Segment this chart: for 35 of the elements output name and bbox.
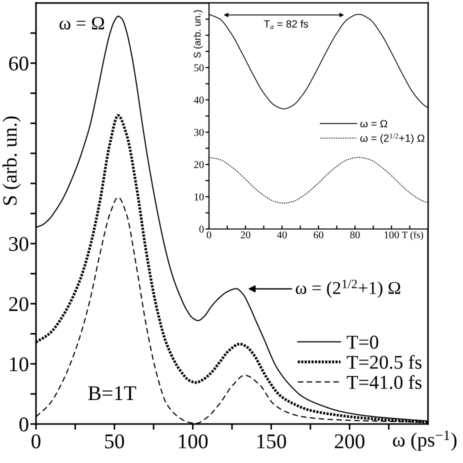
x-tick-label: 60 — [314, 231, 324, 238]
annotation: T$_{a}$ = 82 fs — [264, 20, 308, 30]
y-tick-label: 0 — [199, 226, 204, 233]
annotation: ω = Ω — [59, 16, 104, 30]
annotation: ω = (2$^{1/2}$+1) Ω — [296, 280, 400, 298]
legend-label: T=41.0 fs — [346, 375, 422, 390]
x-tick-label: 0 — [32, 434, 40, 448]
y-tick-label: 10 — [10, 357, 28, 372]
y-axis-title: S (arb. un.) — [194, 10, 203, 58]
x-tick-label: 100 — [384, 231, 399, 238]
y-tick-label: 60 — [9, 56, 28, 71]
y-tick-label: 30 — [194, 128, 204, 136]
y-tick-label: 0 — [19, 417, 28, 432]
x-tick-label: 200 — [334, 434, 364, 448]
x-tick-label: 100 — [179, 434, 208, 448]
x-tick-label: 20 — [240, 231, 250, 238]
x-tick-label: 50 — [105, 434, 124, 448]
annotation: B=1T — [88, 386, 136, 400]
y-tick-label: 50 — [194, 64, 204, 72]
x-tick-label: 0 — [206, 231, 212, 238]
y-tick-label: 20 — [9, 297, 28, 312]
x-tick-label: 40 — [276, 231, 287, 238]
y-tick-label: 40 — [194, 96, 204, 104]
legend-label: T=20.5 fs — [346, 354, 422, 369]
x-tick-label: 150 — [257, 434, 286, 448]
legend-label: T=0 — [346, 336, 378, 349]
y-tick-label: 10 — [194, 193, 204, 200]
legend-label: ω = (2$^{1/2}$+1) Ω — [360, 134, 424, 144]
x-axis-title: ω (ps$^{−1}$) — [392, 430, 456, 451]
x-tick-label: 80 — [350, 231, 360, 238]
y-tick-label: 20 — [194, 161, 204, 168]
x-axis-title: T (fs) — [402, 231, 424, 240]
y-tick-label: 30 — [9, 236, 28, 252]
y-axis-title: S (arb. un.) — [2, 116, 21, 205]
legend-label: ω = Ω — [360, 120, 388, 128]
